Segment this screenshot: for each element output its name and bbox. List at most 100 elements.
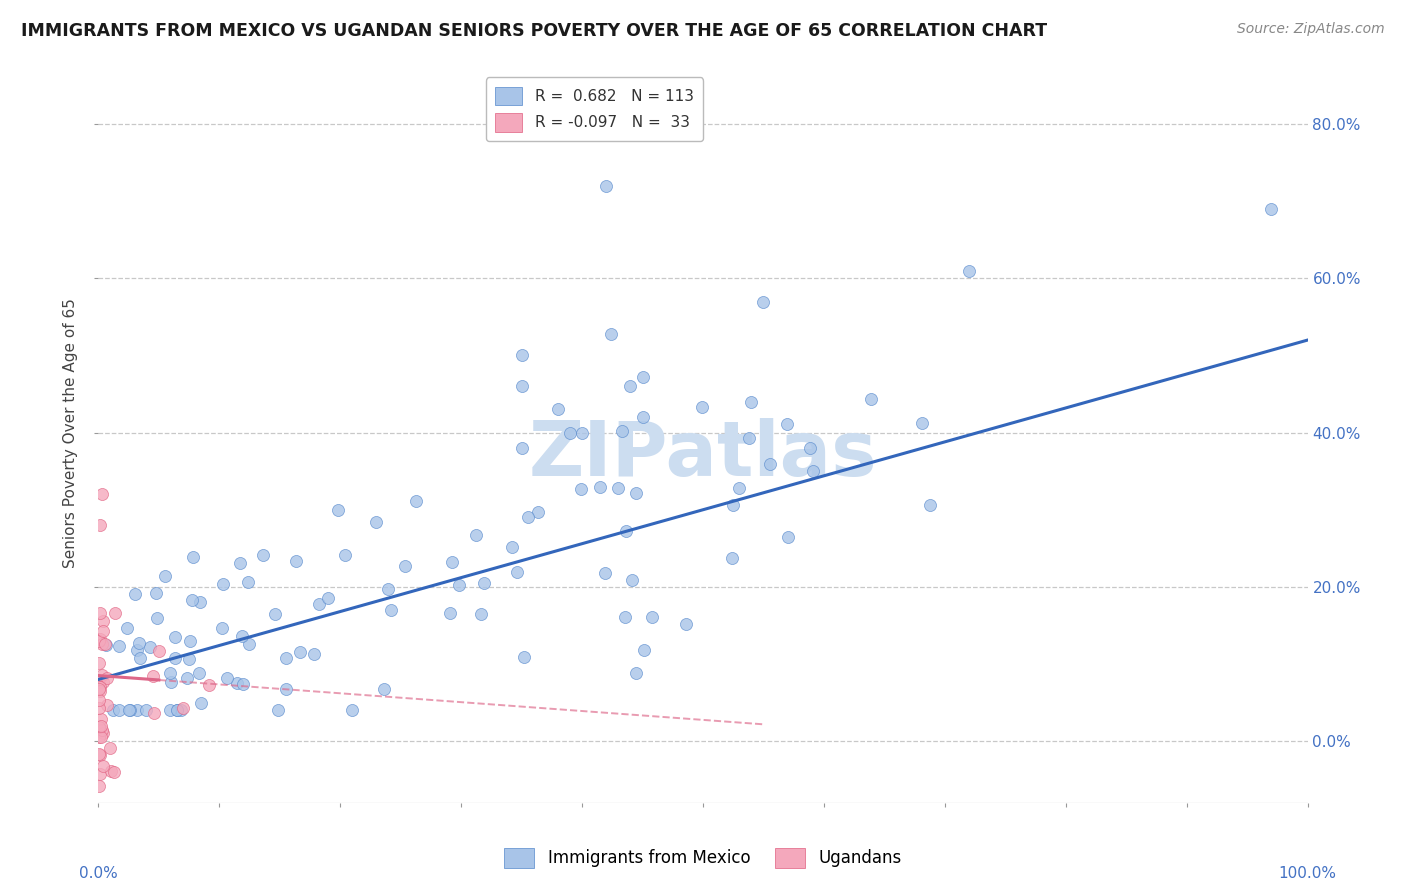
Legend: Immigrants from Mexico, Ugandans: Immigrants from Mexico, Ugandans bbox=[498, 841, 908, 875]
Point bbox=[465, 527, 488, 541]
Point bbox=[472, 575, 495, 590]
Point bbox=[595, 178, 617, 193]
Point bbox=[302, 648, 325, 662]
Point bbox=[90, 731, 112, 745]
Point bbox=[101, 703, 124, 717]
Point bbox=[373, 681, 395, 696]
Point bbox=[232, 677, 254, 691]
Point bbox=[107, 639, 129, 653]
Text: IMMIGRANTS FROM MEXICO VS UGANDAN SENIORS POVERTY OVER THE AGE OF 65 CORRELATION: IMMIGRANTS FROM MEXICO VS UGANDAN SENIOR… bbox=[21, 22, 1047, 40]
Point bbox=[104, 606, 127, 620]
Point bbox=[631, 369, 654, 384]
Point bbox=[593, 566, 616, 580]
Point bbox=[394, 558, 416, 573]
Point bbox=[188, 666, 211, 681]
Point bbox=[159, 666, 181, 681]
Point bbox=[128, 636, 150, 650]
Point bbox=[274, 681, 297, 696]
Point bbox=[600, 327, 623, 342]
Text: 0.0%: 0.0% bbox=[79, 866, 118, 880]
Point bbox=[91, 668, 114, 682]
Point bbox=[510, 379, 533, 393]
Point bbox=[89, 680, 111, 694]
Point bbox=[89, 607, 111, 621]
Point bbox=[145, 586, 167, 600]
Point bbox=[316, 591, 339, 605]
Point bbox=[211, 576, 233, 591]
Point bbox=[211, 622, 233, 636]
Point bbox=[91, 758, 114, 772]
Point bbox=[103, 764, 125, 779]
Legend: R =  0.682   N = 113, R = -0.097   N =  33: R = 0.682 N = 113, R = -0.097 N = 33 bbox=[485, 78, 703, 141]
Point bbox=[117, 703, 139, 717]
Point bbox=[758, 457, 780, 471]
Point bbox=[141, 668, 163, 682]
Point bbox=[163, 630, 186, 644]
Point bbox=[692, 400, 714, 414]
Point bbox=[91, 487, 114, 501]
Point bbox=[146, 611, 169, 625]
Point bbox=[506, 566, 529, 580]
Point bbox=[957, 263, 980, 277]
Point bbox=[190, 696, 212, 710]
Point bbox=[799, 441, 821, 455]
Point bbox=[98, 741, 121, 756]
Point bbox=[127, 703, 149, 717]
Point bbox=[179, 634, 201, 648]
Point bbox=[308, 597, 330, 611]
Point bbox=[510, 349, 533, 363]
Point bbox=[252, 549, 274, 563]
Point bbox=[229, 556, 252, 570]
Point bbox=[188, 595, 211, 609]
Point bbox=[619, 379, 641, 393]
Point bbox=[723, 498, 745, 512]
Point bbox=[380, 603, 402, 617]
Point bbox=[181, 592, 204, 607]
Point bbox=[326, 503, 349, 517]
Point bbox=[640, 609, 662, 624]
Y-axis label: Seniors Poverty Over the Age of 65: Seniors Poverty Over the Age of 65 bbox=[63, 298, 79, 567]
Point bbox=[624, 485, 647, 500]
Point bbox=[740, 394, 762, 409]
Point bbox=[108, 703, 131, 717]
Point bbox=[631, 410, 654, 425]
Point bbox=[510, 441, 533, 455]
Point bbox=[91, 675, 114, 690]
Point bbox=[776, 530, 799, 544]
Point bbox=[91, 637, 114, 651]
Point bbox=[439, 606, 461, 620]
Point bbox=[87, 693, 110, 707]
Point bbox=[276, 651, 298, 665]
Point bbox=[87, 747, 110, 761]
Point bbox=[589, 480, 612, 494]
Point bbox=[90, 719, 112, 733]
Point bbox=[170, 703, 193, 717]
Point bbox=[125, 643, 148, 657]
Point bbox=[267, 703, 290, 717]
Point bbox=[87, 720, 110, 734]
Point bbox=[96, 698, 118, 713]
Point bbox=[614, 609, 637, 624]
Point bbox=[89, 681, 111, 696]
Point bbox=[166, 703, 188, 717]
Point bbox=[342, 703, 364, 717]
Point bbox=[226, 676, 249, 690]
Point bbox=[89, 684, 111, 698]
Point bbox=[264, 607, 287, 621]
Point bbox=[155, 569, 177, 583]
Point bbox=[470, 607, 492, 621]
Point bbox=[165, 651, 187, 665]
Point bbox=[93, 637, 115, 651]
Text: ZIPatlas: ZIPatlas bbox=[529, 417, 877, 491]
Point bbox=[91, 726, 114, 740]
Point bbox=[614, 524, 637, 538]
Point bbox=[115, 621, 138, 635]
Point bbox=[231, 628, 253, 642]
Point bbox=[89, 701, 111, 715]
Point bbox=[569, 483, 592, 497]
Point bbox=[911, 416, 934, 430]
Point bbox=[738, 431, 761, 445]
Point bbox=[90, 712, 112, 726]
Point bbox=[776, 417, 799, 432]
Point bbox=[290, 645, 312, 659]
